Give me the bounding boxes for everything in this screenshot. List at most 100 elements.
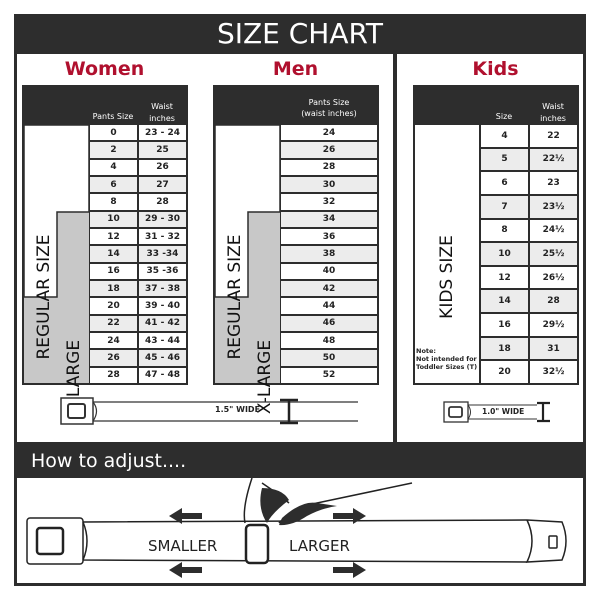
waist-cell: 28	[530, 290, 577, 313]
men-table-header: Pants Size (waist inches)	[215, 87, 377, 125]
pants-size-cell: 46	[281, 315, 377, 331]
kids-heading: Kids	[472, 58, 519, 80]
kids-size-cell: 5	[481, 148, 528, 171]
pants-size-cell: 2	[90, 142, 137, 158]
pants-size-cell: 26	[90, 350, 137, 366]
pants-size-cell: 12	[90, 228, 137, 245]
kids-size-cell: 12	[481, 266, 528, 289]
waist-cell: 22½	[530, 148, 577, 171]
waist-cell: 37 - 38	[139, 280, 186, 297]
women-rows: 0 23 - 24 2 25 4 26 6 27 8 28 10 29 - 30 12 31 - 32 14…	[90, 125, 186, 383]
pants-size-cell: 16	[90, 263, 137, 279]
pants-size-cell: 22	[90, 315, 137, 331]
pants-size-cell: 18	[90, 280, 137, 297]
kids-belt-icon	[443, 401, 550, 423]
waist-cell: 22	[530, 125, 577, 147]
regular-size-label: REGULAR SIZE	[225, 234, 245, 360]
pants-size-cell: 42	[281, 280, 377, 297]
pants-size-cell: 48	[281, 332, 377, 349]
kids-belt-width-label: 1.0" WIDE	[482, 407, 525, 416]
col-pants-size: Pants Size	[92, 112, 134, 121]
pants-size-cell: 4	[90, 159, 137, 175]
pants-size-cell: 28	[281, 159, 377, 175]
pants-size-cell: 0	[90, 125, 137, 141]
waist-cell: 25½	[530, 243, 577, 265]
pants-size-cell: 24	[281, 125, 377, 141]
waist-cell: 39 - 40	[139, 298, 186, 314]
pants-size-cell: 36	[281, 228, 377, 245]
waist-cell: 24½	[530, 219, 577, 242]
adjust-heading: How to adjust....	[14, 442, 586, 478]
men-rows: 24 26 28 30 32 34 36 38 40 42 44 46 48 50 52	[281, 125, 377, 383]
size-band-shape	[215, 125, 280, 383]
pants-size-cell: 52	[281, 367, 377, 383]
waist-cell: 32½	[530, 361, 577, 383]
col-waist-1: Waist	[542, 102, 564, 111]
waist-cell: 23	[530, 172, 577, 194]
kids-table-header: Size Waist inches	[415, 87, 577, 125]
waist-cell: 45 - 46	[139, 350, 186, 366]
waist-cell: 25	[139, 142, 186, 158]
pants-size-cell: 24	[90, 332, 137, 349]
pants-size-cell: 26	[281, 142, 377, 158]
pants-size-cell: 34	[281, 211, 377, 227]
waist-cell: 31 - 32	[139, 228, 186, 245]
men-table: Pants Size (waist inches) REGULAR SIZE X…	[213, 85, 379, 414]
col-waist-2: inches	[149, 114, 175, 123]
women-heading: Women	[64, 58, 145, 80]
arrow-icons	[169, 508, 366, 578]
pants-size-cell: 6	[90, 176, 137, 193]
kids-size-cell: 4	[481, 125, 528, 147]
men-heading: Men	[272, 58, 319, 80]
pants-size-cell: 28	[90, 367, 137, 383]
size-band-shape	[24, 125, 89, 383]
pants-size-cell: 38	[281, 246, 377, 262]
col-waist-2: inches	[540, 114, 566, 123]
belt-width-label: 1.5" WIDE	[215, 405, 261, 414]
kids-size-cell: 8	[481, 219, 528, 242]
waist-cell: 29 - 30	[139, 211, 186, 227]
pants-size-cell: 40	[281, 263, 377, 279]
pants-size-cell: 32	[281, 194, 377, 210]
waist-cell: 41 - 42	[139, 315, 186, 331]
pants-size-cell: 20	[90, 298, 137, 314]
belt-icon	[60, 397, 358, 425]
kids-note: Note: Not intended for Toddler Sizes (T)	[416, 347, 477, 371]
waist-cell: 31	[530, 337, 577, 360]
waist-cell: 26½	[530, 266, 577, 289]
col-waist-1: Waist	[151, 102, 173, 111]
page-title: SIZE CHART	[14, 14, 586, 54]
pants-size-cell: 44	[281, 298, 377, 314]
kids-label-cell	[415, 125, 479, 383]
women-table: Pants Size Waist inches REGULAR SIZE X-L…	[22, 85, 188, 414]
waist-cell: 43 - 44	[139, 332, 186, 349]
pants-size-cell: 30	[281, 176, 377, 193]
waist-cell: 33 -34	[139, 246, 186, 262]
waist-cell: 26	[139, 159, 186, 175]
waist-cell: 29½	[530, 314, 577, 336]
col-pants-size: Pants Size	[308, 98, 350, 107]
kids-size-cell: 6	[481, 172, 528, 194]
pants-size-cell: 8	[90, 194, 137, 210]
note-line: Note:	[416, 347, 437, 355]
waist-cell: 27	[139, 176, 186, 193]
kids-table: Size Waist inches KIDS SIZE Note: Not in…	[413, 85, 579, 385]
kids-size-cell: 7	[481, 195, 528, 218]
note-line: Not intended for	[416, 355, 477, 363]
col-size: Size	[495, 112, 513, 121]
kids-rows: 4 22 5 22½ 6 23 7 23½ 8 24½ 10 25½ 12 26½ 14 28 16 29½ 18 3…	[481, 125, 577, 383]
note-line: Toddler Sizes (T)	[416, 363, 478, 371]
kids-size-cell: 18	[481, 337, 528, 360]
kids-size-cell: 16	[481, 314, 528, 336]
pants-size-cell: 50	[281, 350, 377, 366]
waist-cell: 23 - 24	[139, 125, 186, 141]
divider	[393, 54, 397, 442]
regular-size-label: REGULAR SIZE	[34, 234, 54, 360]
kids-size-cell: 20	[481, 361, 528, 383]
adjust-illustration	[26, 478, 567, 578]
waist-cell: 35 -36	[139, 263, 186, 279]
waist-cell: 47 - 48	[139, 367, 186, 383]
pants-size-cell: 14	[90, 246, 137, 262]
larger-label: LARGER	[289, 537, 350, 555]
kids-size-cell: 10	[481, 243, 528, 265]
